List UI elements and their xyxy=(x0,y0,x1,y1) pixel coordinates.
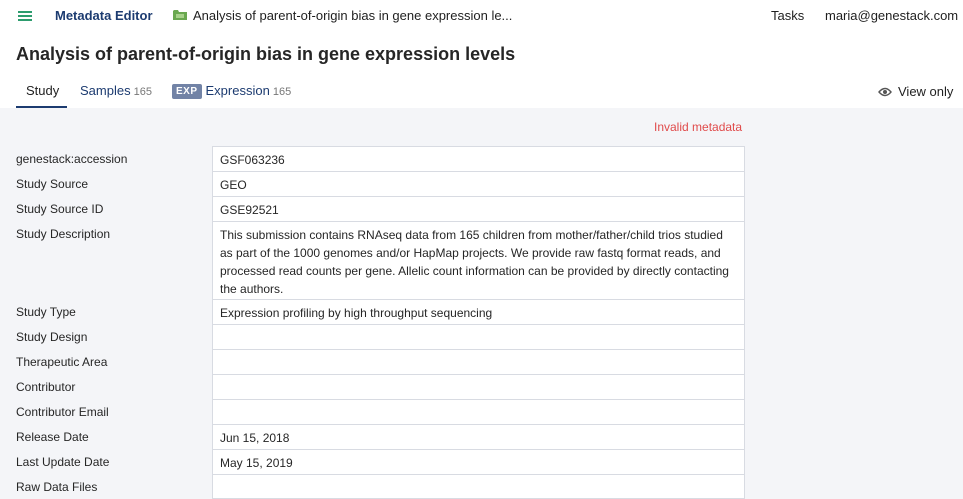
menu-icon[interactable] xyxy=(18,11,32,21)
field-value-study-source-id[interactable]: GSE92521 xyxy=(212,196,745,222)
breadcrumb[interactable]: Analysis of parent-of-origin bias in gen… xyxy=(193,8,513,23)
field-value-study-design[interactable] xyxy=(212,324,745,350)
field-label: Therapeutic Area xyxy=(16,355,108,369)
field-label: Study Design xyxy=(16,330,88,344)
field-value-accession[interactable]: GSF063236 xyxy=(212,146,745,172)
app-name[interactable]: Metadata Editor xyxy=(55,8,153,23)
tab-label: Study xyxy=(26,83,60,98)
invalid-metadata-status[interactable]: Invalid metadata xyxy=(654,120,743,134)
tab-expression[interactable]: EXP Expression 165 xyxy=(172,76,291,108)
field-label: Study Source xyxy=(16,177,89,191)
tab-label: Samples xyxy=(80,83,131,98)
field-label: Last Update Date xyxy=(16,455,110,469)
exp-badge: EXP xyxy=(172,84,202,99)
top-bar: Metadata Editor Analysis of parent-of-or… xyxy=(0,0,963,32)
folder-icon xyxy=(173,10,187,20)
tab-bar: Study Samples 165 EXP Expression 165 View o… xyxy=(0,76,963,108)
field-label: Contributor Email xyxy=(16,405,109,419)
tasks-link[interactable]: Tasks xyxy=(771,8,805,23)
field-value-contributor-email[interactable] xyxy=(212,399,745,425)
field-value-study-description[interactable]: This submission contains RNAseq data fro… xyxy=(212,221,745,300)
tab-label: Expression xyxy=(205,83,270,98)
field-value-release-date[interactable]: Jun 15, 2018 xyxy=(212,424,745,450)
field-value-last-update-date[interactable]: May 15, 2019 xyxy=(212,449,745,475)
field-value-raw-data-files[interactable] xyxy=(212,474,745,499)
field-value-therapeutic-area[interactable] xyxy=(212,349,745,375)
field-value-contributor[interactable] xyxy=(212,374,745,400)
tab-study[interactable]: Study xyxy=(16,76,67,108)
view-only-label: View only xyxy=(898,84,954,99)
field-label: Study Source ID xyxy=(16,202,104,216)
field-label: Raw Data Files xyxy=(16,480,98,494)
field-value-study-source[interactable]: GEO xyxy=(212,171,745,197)
field-label: Contributor xyxy=(16,380,76,394)
tab-count: 165 xyxy=(133,86,152,98)
study-form-panel: Invalid metadata genestack:accession GSF… xyxy=(0,108,963,499)
page-title: Analysis of parent-of-origin bias in gen… xyxy=(16,44,516,64)
eye-icon xyxy=(878,87,892,97)
view-only-toggle[interactable]: View only xyxy=(878,76,953,108)
field-label: Release Date xyxy=(16,430,89,444)
field-value-study-type[interactable]: Expression profiling by high throughput … xyxy=(212,299,745,325)
tab-samples[interactable]: Samples 165 xyxy=(80,76,152,108)
field-label: Study Type xyxy=(16,305,76,319)
tab-count: 165 xyxy=(272,86,292,98)
field-label: Study Description xyxy=(16,227,111,241)
field-label: genestack:accession xyxy=(16,152,128,166)
user-menu[interactable]: maria@genestack.com xyxy=(825,8,959,23)
